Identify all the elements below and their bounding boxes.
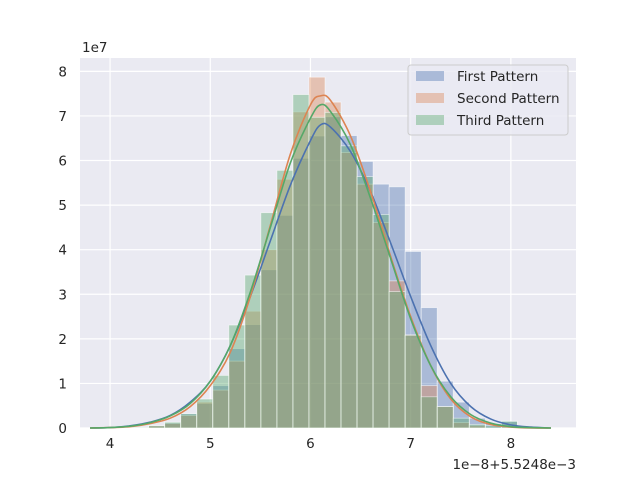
y-tick-label: 2	[58, 332, 67, 348]
legend-box	[407, 64, 569, 136]
y-tick-label: 1	[58, 376, 67, 392]
histogram-bar-series-3	[340, 145, 358, 429]
x-tick-label: 4	[106, 436, 115, 452]
y-tick-label: 8	[58, 64, 67, 80]
x-tick-label: 7	[406, 436, 415, 452]
y-tick-label: 7	[58, 109, 67, 125]
histogram-bar-series-3	[468, 424, 486, 429]
histogram-bar-series-3	[388, 291, 406, 429]
histogram-bar-series-3	[180, 413, 198, 429]
histogram-bar-series-3	[212, 374, 230, 429]
x-tick-label: 5	[206, 436, 215, 452]
histogram-bar-series-3	[420, 396, 438, 429]
kde-line-series-3	[90, 103, 551, 429]
histogram-bar-series-3	[308, 116, 326, 429]
kde-curves	[90, 94, 551, 429]
legend-label-third: Third Pattern	[456, 113, 544, 129]
histogram-bar-series-3	[164, 421, 182, 429]
histogram-bars	[132, 76, 518, 429]
x-tick-label: 8	[507, 436, 516, 452]
y-tick-label: 3	[58, 287, 67, 303]
histogram-bar-series-3	[292, 94, 310, 429]
legend-swatch-first	[416, 71, 444, 81]
x-axis-ticks: 4 5 6 7 8	[106, 436, 515, 452]
legend-swatch-second	[416, 93, 444, 103]
y-tick-label: 4	[58, 243, 67, 259]
y-axis-ticks: 0 1 2 3 4 5 6 7 8	[58, 64, 67, 437]
legend-label-first: First Pattern	[457, 69, 538, 85]
y-tick-label: 5	[58, 198, 67, 214]
y-tick-label: 6	[58, 154, 67, 170]
histogram-bar-series-3	[276, 169, 294, 429]
histogram-bar-series-3	[452, 417, 470, 429]
histogram-bar-series-3	[244, 274, 262, 429]
legend: First Pattern Second Pattern Third Patte…	[407, 64, 569, 136]
x-offset-label: 1e−8+5.5248e−3	[452, 457, 576, 473]
histogram-bar-series-3	[404, 334, 422, 429]
histogram-bar-series-3	[228, 324, 246, 429]
histogram-bar-series-3	[148, 425, 166, 429]
y-scale-label: 1e7	[82, 40, 107, 56]
legend-swatch-third	[416, 115, 444, 125]
x-tick-label: 6	[306, 436, 315, 452]
legend-label-second: Second Pattern	[457, 91, 560, 107]
y-tick-label: 0	[58, 421, 67, 437]
kde-line-series-2	[90, 94, 551, 429]
histogram-bar-series-3	[436, 406, 454, 429]
histogram-bar-series-3	[356, 176, 374, 429]
histogram-bar-series-3	[196, 398, 214, 429]
histogram-bar-series-3	[324, 111, 342, 429]
